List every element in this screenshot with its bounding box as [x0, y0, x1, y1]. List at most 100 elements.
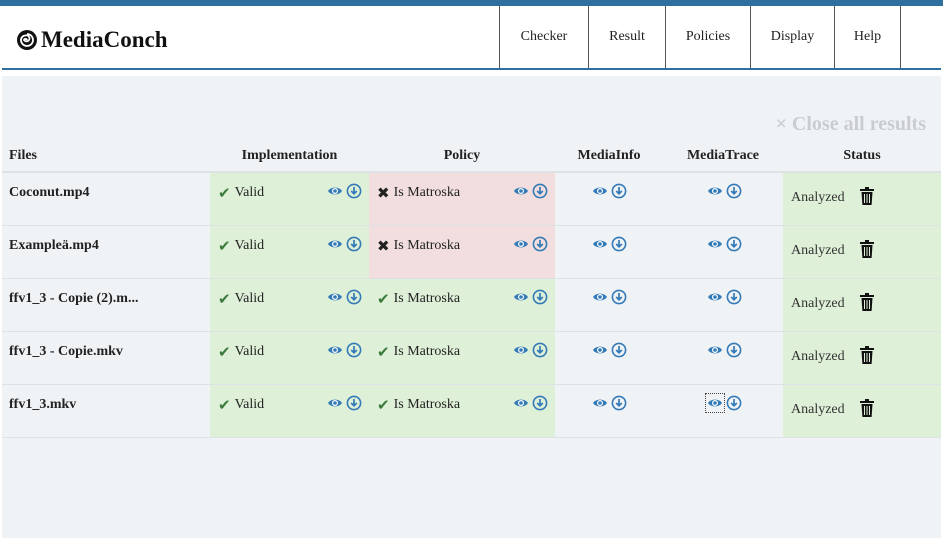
download-icon[interactable]	[726, 289, 742, 305]
table-row: Coconut.mp4 ✔ Valid ✖ Is Matroska Analyzed	[2, 172, 941, 226]
status-cell: Analyzed	[783, 331, 941, 385]
download-icon[interactable]	[611, 342, 627, 358]
column-header-mediatrace: MediaTrace	[663, 141, 783, 173]
table-row: ffv1_3 - Copie.mkv ✔ Valid ✔ Is Matroska Anal…	[2, 331, 941, 385]
status-text: Analyzed	[791, 402, 845, 417]
status-cell: Analyzed	[783, 384, 941, 438]
status-cell: Analyzed	[783, 278, 941, 332]
eye-icon[interactable]	[592, 236, 608, 252]
file-name[interactable]: ffv1_3.mkv	[2, 384, 210, 438]
eye-icon[interactable]	[513, 183, 529, 199]
mediatrace-cell	[663, 225, 783, 279]
results-table: Files Implementation Policy MediaInfo Me…	[2, 141, 941, 438]
policy-result: Is Matroska	[393, 185, 461, 200]
eye-icon[interactable]	[513, 289, 529, 305]
check-icon: ✔	[218, 343, 231, 361]
trash-icon[interactable]	[859, 240, 875, 258]
download-icon[interactable]	[532, 395, 548, 411]
mediainfo-cell	[555, 278, 663, 332]
column-header-implementation: Implementation	[210, 141, 369, 173]
eye-icon[interactable]	[513, 236, 529, 252]
close-all-results-button[interactable]: × Close all results	[775, 113, 926, 135]
download-icon[interactable]	[346, 183, 362, 199]
status-cell: Analyzed	[783, 172, 941, 226]
header: MediaConch	[0, 6, 943, 68]
download-icon[interactable]	[532, 236, 548, 252]
mediatrace-actions	[707, 236, 742, 252]
policy-cell: ✔ Is Matroska	[369, 278, 555, 332]
download-icon[interactable]	[726, 342, 742, 358]
policy-actions	[513, 395, 548, 411]
eye-icon[interactable]	[327, 183, 343, 199]
status-text: Analyzed	[791, 349, 845, 364]
nav-display[interactable]: Display	[750, 6, 834, 68]
download-icon[interactable]	[726, 183, 742, 199]
eye-icon[interactable]	[705, 393, 725, 413]
download-icon[interactable]	[346, 395, 362, 411]
status-text: Analyzed	[791, 296, 845, 311]
mediatrace-cell	[663, 331, 783, 385]
mediatrace-actions	[707, 183, 742, 199]
policy-result: Is Matroska	[393, 397, 461, 412]
eye-icon[interactable]	[592, 395, 608, 411]
download-icon[interactable]	[532, 183, 548, 199]
cross-icon: ✖	[377, 184, 390, 202]
implementation-cell: ✔ Valid	[210, 384, 369, 438]
eye-icon[interactable]	[592, 289, 608, 305]
implementation-actions	[327, 289, 362, 305]
nav-policies[interactable]: Policies	[665, 6, 750, 68]
eye-icon[interactable]	[513, 342, 529, 358]
eye-icon[interactable]	[707, 342, 723, 358]
trash-icon[interactable]	[859, 346, 875, 364]
eye-icon[interactable]	[592, 342, 608, 358]
file-name[interactable]: ffv1_3 - Copie.mkv	[2, 331, 210, 385]
status-text: Analyzed	[791, 243, 845, 258]
trash-icon[interactable]	[859, 399, 875, 417]
download-icon[interactable]	[346, 236, 362, 252]
implementation-cell: ✔ Valid	[210, 331, 369, 385]
table-row: Exampleä.mp4 ✔ Valid ✖ Is Matroska Analyzed	[2, 225, 941, 279]
download-icon[interactable]	[611, 236, 627, 252]
policy-result: Is Matroska	[393, 238, 461, 253]
eye-icon[interactable]	[327, 236, 343, 252]
download-icon[interactable]	[726, 395, 742, 411]
eye-icon[interactable]	[513, 395, 529, 411]
column-header-policy: Policy	[369, 141, 555, 173]
file-name[interactable]: Coconut.mp4	[2, 172, 210, 226]
mediatrace-cell	[663, 172, 783, 226]
download-icon[interactable]	[532, 289, 548, 305]
results-panel: × Close all results Files Implementation…	[2, 76, 941, 538]
status-cell: Analyzed	[783, 225, 941, 279]
mediatrace-actions	[705, 393, 742, 413]
policy-cell: ✔ Is Matroska	[369, 331, 555, 385]
eye-icon[interactable]	[707, 236, 723, 252]
download-icon[interactable]	[346, 289, 362, 305]
trash-icon[interactable]	[859, 187, 875, 205]
download-icon[interactable]	[611, 289, 627, 305]
trash-icon[interactable]	[859, 293, 875, 311]
file-name[interactable]: ffv1_3 - Copie (2).m...	[2, 278, 210, 332]
download-icon[interactable]	[611, 395, 627, 411]
download-icon[interactable]	[726, 236, 742, 252]
brand[interactable]: MediaConch	[16, 26, 168, 54]
eye-icon[interactable]	[592, 183, 608, 199]
mediatrace-cell	[663, 384, 783, 438]
eye-icon[interactable]	[327, 289, 343, 305]
implementation-result: Valid	[234, 397, 265, 412]
file-name[interactable]: Exampleä.mp4	[2, 225, 210, 279]
eye-icon[interactable]	[707, 289, 723, 305]
eye-icon[interactable]	[707, 183, 723, 199]
status-text: Analyzed	[791, 190, 845, 205]
eye-icon[interactable]	[327, 342, 343, 358]
nav-help[interactable]: Help	[834, 6, 901, 68]
main-nav: Checker Result Policies Display Help	[499, 6, 901, 68]
nav-result[interactable]: Result	[588, 6, 665, 68]
download-icon[interactable]	[532, 342, 548, 358]
implementation-result: Valid	[234, 291, 265, 306]
download-icon[interactable]	[346, 342, 362, 358]
mediainfo-cell	[555, 225, 663, 279]
eye-icon[interactable]	[327, 395, 343, 411]
implementation-actions	[327, 395, 362, 411]
nav-checker[interactable]: Checker	[499, 6, 588, 68]
download-icon[interactable]	[611, 183, 627, 199]
